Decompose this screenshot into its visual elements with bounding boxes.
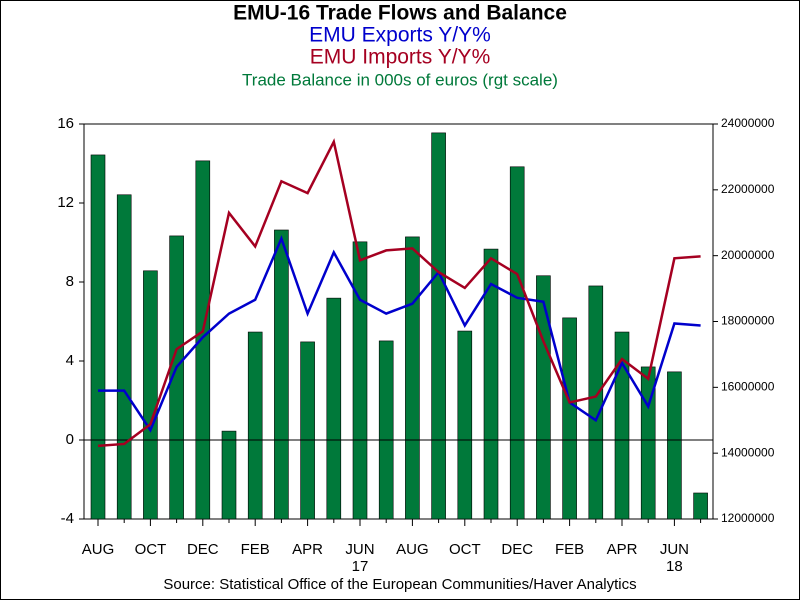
x-tick-label: AUG — [396, 541, 429, 558]
bar — [536, 275, 551, 520]
x-tick-label: JUN — [345, 541, 374, 558]
y-tick-label: 12 — [57, 194, 74, 211]
y2-tick-label: 18000000 — [721, 314, 775, 328]
y-tick-label: -4 — [61, 510, 74, 527]
bar — [143, 270, 158, 520]
bar — [116, 194, 132, 520]
bar — [667, 371, 682, 520]
bar — [274, 229, 289, 520]
bar — [431, 132, 446, 520]
chart-title: EMU-16 Trade Flows and Balance — [233, 2, 567, 25]
bar — [90, 154, 106, 520]
bar — [352, 241, 368, 520]
x-tick-label: APR — [607, 541, 638, 558]
y-tick-label: 0 — [66, 431, 74, 448]
bar — [562, 317, 577, 520]
legend-entry: EMU Imports Y/Y% — [310, 46, 491, 69]
line — [97, 138, 701, 448]
bar — [326, 297, 342, 520]
y2-tick-label: 16000000 — [721, 380, 775, 394]
y-tick-label: 8 — [66, 273, 74, 290]
bar — [509, 166, 525, 520]
bar — [693, 492, 708, 520]
bar — [405, 236, 420, 520]
y2-tick-label: 22000000 — [721, 182, 775, 196]
x-tick-label: OCT — [449, 541, 481, 558]
x-tick-label: JUN — [660, 541, 689, 558]
x-tick-label: APR — [292, 541, 323, 558]
bar — [457, 330, 473, 520]
y2-tick-label: 20000000 — [721, 248, 775, 262]
x-tick-label: AUG — [82, 541, 115, 558]
bar — [300, 341, 315, 520]
x-tick-label: DEC — [501, 541, 533, 558]
y-tick-label: 16 — [57, 115, 74, 132]
legend-entry: EMU Exports Y/Y% — [309, 24, 491, 47]
x-tick-label: FEB — [241, 541, 270, 558]
legend-entry: Trade Balance in 000s of euros (rgt scal… — [242, 70, 558, 89]
line — [98, 235, 701, 433]
y2-tick-label: 24000000 — [721, 116, 775, 130]
y-tick-label: 4 — [66, 352, 74, 369]
bar — [195, 160, 211, 520]
bar — [247, 331, 263, 520]
year-label: 17 — [352, 558, 369, 575]
y2-tick-label: 14000000 — [721, 445, 775, 459]
year-label: 18 — [666, 558, 683, 575]
x-tick-label: DEC — [187, 541, 219, 558]
bar — [221, 430, 237, 520]
bar — [378, 340, 394, 520]
x-tick-label: OCT — [135, 541, 167, 558]
source: Source: Statistical Office of the Europe… — [163, 576, 636, 593]
bar — [588, 285, 604, 520]
plot-area — [83, 123, 714, 520]
y2-tick-label: 12000000 — [721, 511, 775, 525]
x-tick-label: FEB — [555, 541, 584, 558]
